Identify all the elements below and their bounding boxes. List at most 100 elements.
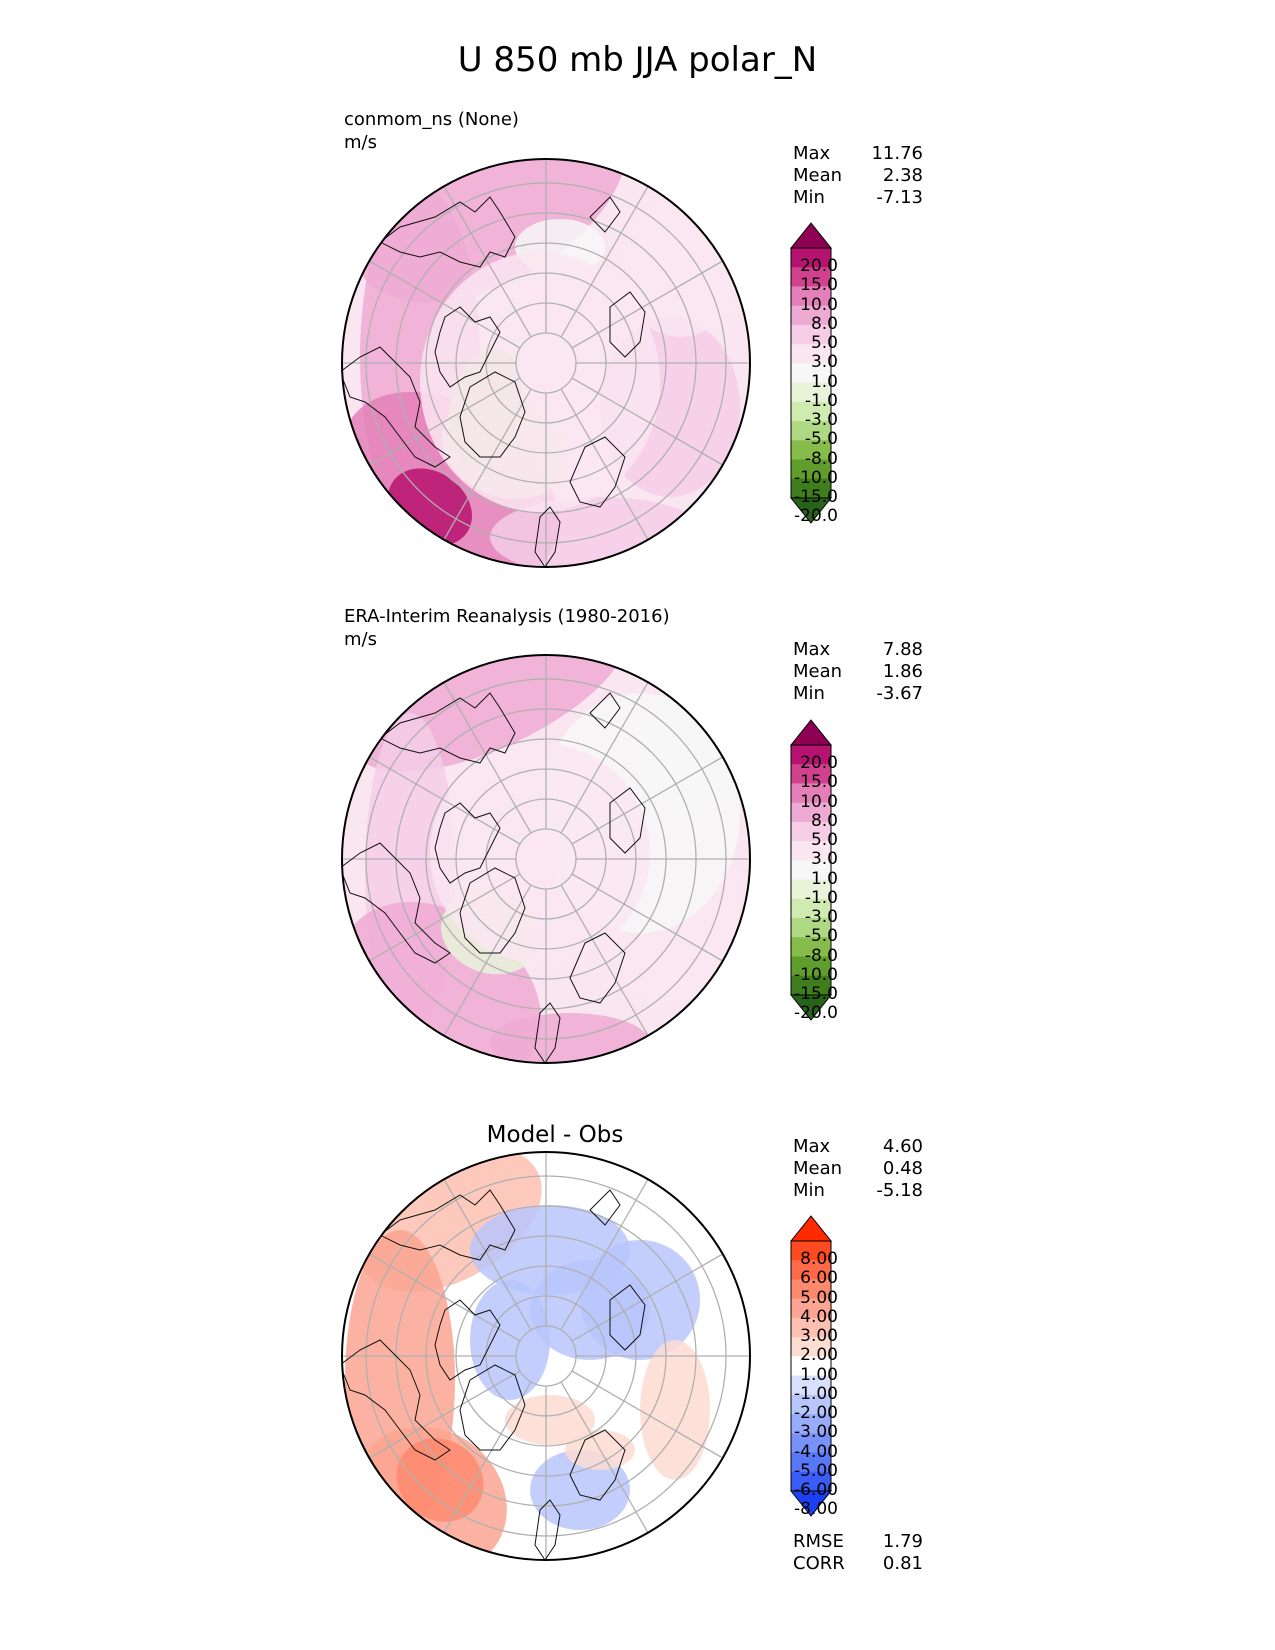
map-field xyxy=(342,159,750,567)
min-value: -5.18 xyxy=(876,1180,923,1201)
mean-label: Mean xyxy=(793,165,843,186)
panel-2-title: ERA-Interim Reanalysis (1980-2016) xyxy=(344,606,670,627)
colorbar-swatch xyxy=(791,1356,831,1377)
colorbar-tick-label: -20.0 xyxy=(794,506,838,527)
coastline xyxy=(342,842,451,964)
longitude-line xyxy=(443,186,532,338)
coastline xyxy=(459,1364,526,1451)
coastlines xyxy=(342,692,646,1063)
longitude-line xyxy=(571,260,723,349)
min-label: Min xyxy=(793,187,825,208)
colorbar-tick-label: -1.0 xyxy=(804,887,838,908)
colorbar-tick-label: -20.0 xyxy=(794,1003,838,1024)
panel-2-units: m/s xyxy=(344,629,377,650)
corr-label: CORR xyxy=(793,1553,845,1574)
colorbar-swatch xyxy=(791,286,831,307)
longitude-line xyxy=(443,388,532,540)
coastline xyxy=(379,1189,516,1261)
figure-title: U 850 mb JJA polar_N xyxy=(457,40,818,80)
colorbar-3 xyxy=(789,1215,833,1517)
longitude-line xyxy=(369,756,521,845)
panel-3-stats: Max 4.60 Mean 0.48 Min -5.18 xyxy=(793,1136,923,1202)
colorbar-swatch xyxy=(791,421,831,441)
mean-label: Mean xyxy=(793,661,843,682)
colorbar-swatch xyxy=(791,860,831,881)
min-label: Min xyxy=(793,1180,825,1201)
colorbar-swatch xyxy=(791,1375,831,1396)
colorbar-tick-label: 1.00 xyxy=(800,1364,838,1385)
panel-1-header: conmom_ns (None) m/s xyxy=(344,108,519,154)
panel-3-title: Model - Obs xyxy=(486,1122,624,1148)
colorbar-frame xyxy=(790,744,832,996)
colorbar-swatch xyxy=(791,478,831,499)
colorbar-swatch xyxy=(791,440,831,461)
colorbar-swatch xyxy=(791,459,831,480)
contour-region xyxy=(505,1395,595,1445)
colorbar-swatch xyxy=(791,802,831,823)
colorbar-tick-label: -10.0 xyxy=(794,964,838,985)
colorbar-tick-label: -6.00 xyxy=(794,1480,838,1500)
map-boundary xyxy=(341,158,751,568)
contour-region xyxy=(420,252,660,512)
colorbar-swatch xyxy=(791,898,831,919)
longitude-line xyxy=(560,186,649,338)
colorbar-swatch xyxy=(791,956,831,977)
coastline xyxy=(459,867,526,954)
coastline xyxy=(569,436,626,508)
coastline xyxy=(609,1284,646,1351)
colorbar-tick-label: -4.00 xyxy=(794,1441,838,1462)
polar-map-3 xyxy=(341,1151,751,1561)
longitude-line xyxy=(571,1253,723,1342)
colorbar-tick-label: 1.0 xyxy=(810,371,838,392)
colorbar-tick-label: 20.0 xyxy=(800,256,838,277)
colorbar-tick-label: 3.00 xyxy=(800,1326,838,1347)
colorbar-swatch xyxy=(791,783,831,804)
colorbar-swatch xyxy=(791,324,831,345)
longitude-line xyxy=(571,873,723,962)
coastline xyxy=(434,1299,501,1381)
colorbar-swatch xyxy=(791,1471,831,1492)
colorbar-swatch xyxy=(791,1452,831,1473)
colorbar-tick-label: -2.00 xyxy=(794,1403,838,1424)
colorbar-2 xyxy=(789,719,833,1021)
longitude-line xyxy=(369,260,521,349)
colorbar-tick-label: 6.00 xyxy=(800,1268,838,1289)
map-field xyxy=(342,1152,750,1560)
corr-value: 0.81 xyxy=(882,1553,923,1574)
coastlines xyxy=(342,196,646,567)
colorbar-tick-label: 3.0 xyxy=(810,352,838,373)
coastline xyxy=(434,802,501,884)
coastline xyxy=(534,506,561,567)
colorbar-tick-label: 20.0 xyxy=(800,753,838,774)
mean-value: 0.48 xyxy=(882,1158,923,1179)
colorbar-swatch xyxy=(791,975,831,996)
map-field xyxy=(342,655,750,1063)
longitude-line xyxy=(369,1370,521,1459)
colorbar-tick-label: 15.0 xyxy=(800,275,838,296)
colorbar-swatch xyxy=(791,267,831,287)
coastline xyxy=(569,932,626,1004)
max-label: Max xyxy=(793,639,831,660)
colorbar-tick-label: -3.00 xyxy=(794,1422,838,1443)
colorbar-swatch xyxy=(791,1394,831,1415)
colorbar-swatch xyxy=(791,1337,831,1357)
coastline xyxy=(379,692,516,764)
longitude-line xyxy=(560,1381,649,1533)
colorbar-swatch xyxy=(791,879,831,900)
coastline xyxy=(342,346,451,468)
coastline xyxy=(342,1339,451,1461)
contour-region xyxy=(430,743,650,963)
contour-region xyxy=(640,1340,710,1480)
coastline xyxy=(459,371,526,458)
longitude-line xyxy=(560,388,649,540)
colorbar-frame xyxy=(790,247,832,499)
colorbar-swatch xyxy=(791,248,831,268)
colorbar-tick-label: 8.0 xyxy=(810,810,838,831)
colorbar-tick-label: 8.0 xyxy=(810,313,838,334)
colorbar-tick-label: -1.00 xyxy=(794,1383,838,1404)
map-boundary xyxy=(341,1151,751,1561)
colorbar-tick-label: -8.0 xyxy=(804,448,838,469)
colorbar-swatch xyxy=(791,1433,831,1454)
colorbar-tick-label: 2.00 xyxy=(800,1345,838,1366)
colorbar-extension-top xyxy=(789,1215,833,1242)
